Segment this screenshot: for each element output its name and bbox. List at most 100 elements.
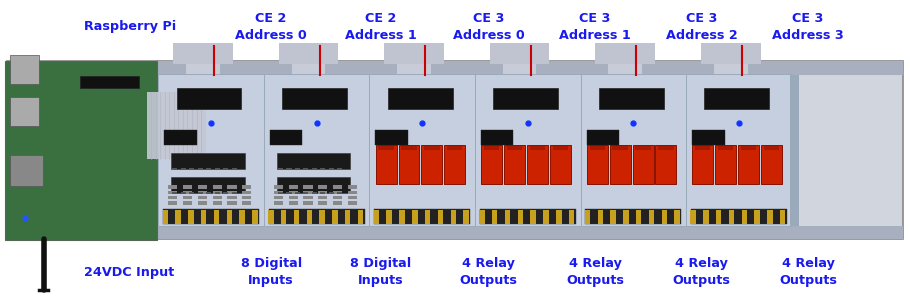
Bar — [252, 210, 258, 224]
Bar — [197, 196, 207, 199]
Bar — [181, 192, 186, 194]
Bar — [287, 168, 291, 170]
Bar — [197, 192, 203, 194]
FancyBboxPatch shape — [10, 155, 43, 186]
Bar — [213, 196, 222, 199]
Bar — [503, 49, 537, 78]
Bar — [213, 201, 222, 205]
Text: CE 3
Address 2: CE 3 Address 2 — [666, 12, 737, 42]
Bar — [172, 168, 177, 170]
Bar — [754, 210, 760, 224]
Text: 24VDC Input: 24VDC Input — [84, 266, 174, 279]
Bar — [278, 168, 283, 170]
Bar — [585, 209, 682, 224]
Bar — [288, 191, 298, 194]
FancyBboxPatch shape — [761, 145, 782, 184]
Bar — [463, 210, 469, 224]
Bar — [278, 192, 283, 194]
Bar — [333, 201, 342, 205]
Bar — [312, 192, 317, 194]
Bar — [674, 210, 680, 224]
Text: 4 Relay
Outputs: 4 Relay Outputs — [672, 257, 731, 287]
Bar — [242, 185, 251, 189]
Bar — [318, 196, 328, 199]
Bar — [492, 210, 498, 224]
Bar — [268, 209, 365, 224]
Bar — [329, 168, 334, 170]
Bar — [691, 210, 696, 224]
Bar — [716, 210, 722, 224]
Bar — [197, 185, 207, 189]
Bar — [741, 147, 756, 150]
Bar — [227, 210, 232, 224]
Text: CE 2
Address 1: CE 2 Address 1 — [345, 12, 416, 42]
Bar — [348, 201, 357, 205]
FancyBboxPatch shape — [171, 177, 245, 193]
Bar — [320, 192, 326, 194]
FancyBboxPatch shape — [147, 91, 206, 159]
Bar — [714, 49, 748, 78]
Bar — [307, 210, 312, 224]
Text: CE 2
Address 0: CE 2 Address 0 — [236, 12, 307, 42]
FancyBboxPatch shape — [264, 74, 369, 226]
Bar — [295, 168, 300, 170]
FancyBboxPatch shape — [171, 153, 245, 169]
Bar — [163, 209, 259, 224]
Bar — [7, 226, 903, 239]
Bar — [333, 191, 342, 194]
Bar — [239, 210, 245, 224]
Bar — [187, 49, 220, 78]
Bar — [358, 210, 363, 224]
FancyBboxPatch shape — [278, 43, 339, 64]
FancyBboxPatch shape — [587, 145, 608, 184]
Bar — [80, 76, 139, 88]
Bar — [425, 210, 430, 224]
Bar — [197, 168, 203, 170]
Bar — [183, 185, 192, 189]
FancyBboxPatch shape — [388, 88, 452, 109]
Bar — [345, 210, 350, 224]
Bar — [742, 210, 747, 224]
Bar — [168, 185, 177, 189]
Bar — [691, 209, 787, 224]
FancyBboxPatch shape — [444, 145, 465, 184]
Bar — [188, 210, 194, 224]
FancyBboxPatch shape — [481, 145, 502, 184]
Bar — [319, 210, 325, 224]
Text: 4 Relay
Outputs: 4 Relay Outputs — [460, 257, 518, 287]
Bar — [274, 185, 283, 189]
Bar — [569, 210, 574, 224]
Bar — [318, 185, 328, 189]
Bar — [320, 168, 326, 170]
FancyBboxPatch shape — [527, 145, 548, 184]
Bar — [303, 192, 308, 194]
Bar — [338, 168, 342, 170]
Bar — [168, 196, 177, 199]
Bar — [338, 192, 342, 194]
Bar — [387, 210, 392, 224]
FancyBboxPatch shape — [270, 130, 302, 144]
Bar — [703, 210, 709, 224]
Bar — [729, 210, 734, 224]
Bar — [480, 210, 485, 224]
FancyBboxPatch shape — [599, 88, 663, 109]
Bar — [790, 75, 799, 226]
Bar — [635, 147, 651, 150]
FancyBboxPatch shape — [384, 43, 444, 64]
Bar — [552, 147, 568, 150]
Bar — [181, 168, 186, 170]
FancyBboxPatch shape — [701, 43, 761, 64]
Bar — [374, 210, 379, 224]
Bar — [303, 185, 313, 189]
Bar — [507, 147, 522, 150]
FancyBboxPatch shape — [493, 88, 558, 109]
Bar — [215, 192, 220, 194]
FancyBboxPatch shape — [490, 43, 550, 64]
Text: 8 Digital
Inputs: 8 Digital Inputs — [349, 257, 411, 287]
FancyBboxPatch shape — [581, 74, 686, 226]
Bar — [274, 191, 283, 194]
Bar — [484, 147, 500, 150]
Bar — [348, 185, 357, 189]
FancyBboxPatch shape — [504, 145, 525, 184]
FancyBboxPatch shape — [369, 74, 475, 226]
